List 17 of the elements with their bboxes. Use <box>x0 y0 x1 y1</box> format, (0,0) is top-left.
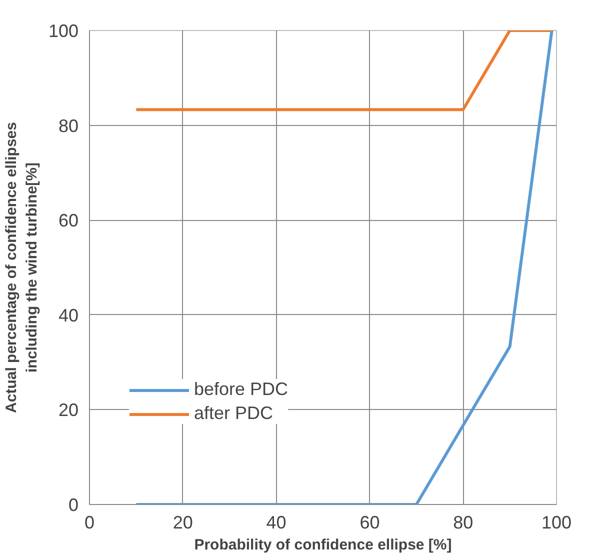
x-tick-label: 40 <box>266 512 286 532</box>
legend-label: before PDC <box>194 379 288 400</box>
y-tick-label: 60 <box>58 210 79 231</box>
x-tick-label: 0 <box>84 512 95 532</box>
y-tick-label: 80 <box>58 116 79 136</box>
y-tick-label: 20 <box>58 400 79 420</box>
y-tick-label: 0 <box>68 495 79 515</box>
x-tick-label: 20 <box>172 512 193 532</box>
legend-label: after PDC <box>194 403 274 424</box>
y-tick-label: 100 <box>48 21 79 41</box>
x-tick-label: 80 <box>453 512 474 532</box>
line-series <box>134 30 554 504</box>
y-axis-title: Actual percentage of confidence ellipses including the wind turbine[%] <box>3 122 40 413</box>
x-tick-label: 100 <box>541 512 572 532</box>
y-tick-label: 40 <box>58 305 79 326</box>
x-tick-label: 60 <box>360 512 380 532</box>
x-axis-title: Probability of confidence ellipse [%] <box>194 536 452 554</box>
